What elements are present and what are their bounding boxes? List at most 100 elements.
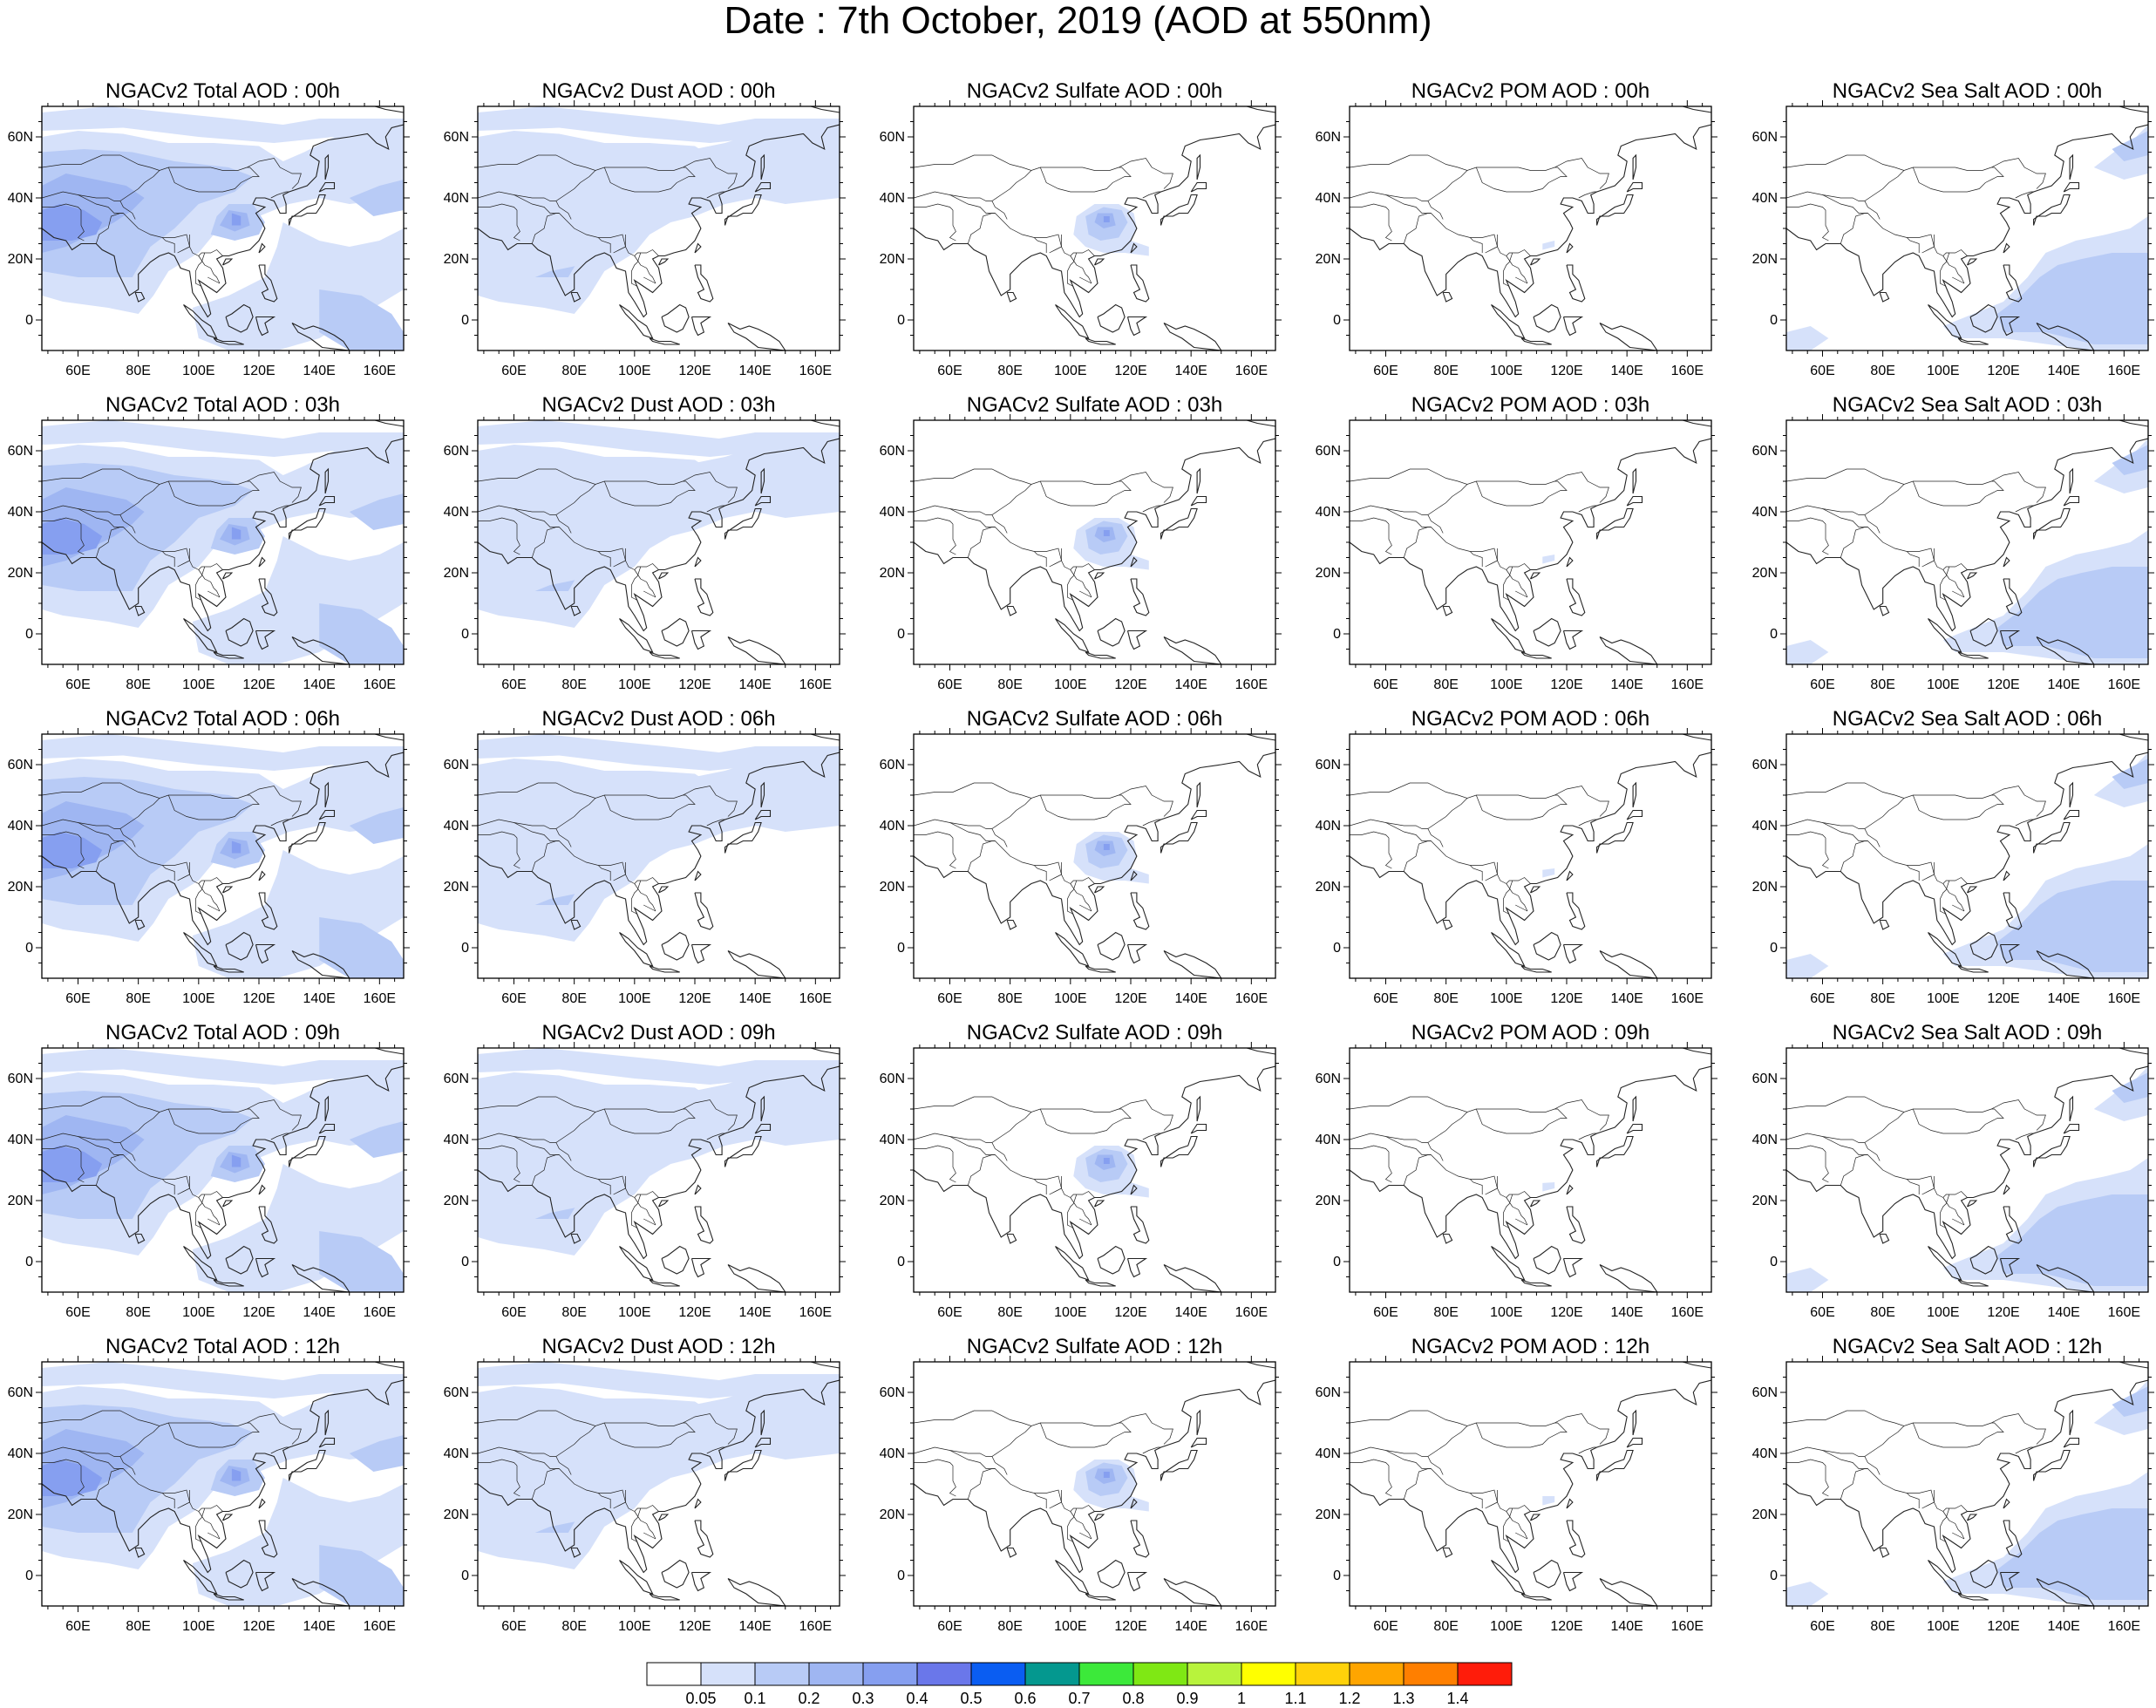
colorbar-swatch <box>1295 1662 1350 1686</box>
coastline <box>1055 932 1090 967</box>
lon-tick-label: 100E <box>618 1619 650 1634</box>
coastline <box>1126 943 1148 964</box>
country-border <box>1350 1133 1531 1198</box>
coastline <box>1596 821 1634 854</box>
coastline <box>1928 932 1962 967</box>
country-border <box>1503 880 1513 915</box>
country-border <box>198 569 221 598</box>
coastline <box>914 1065 1275 1260</box>
coastline <box>1999 943 2021 964</box>
country-border <box>603 1108 696 1134</box>
coastline <box>1596 194 1634 226</box>
lat-tick-label: 20N <box>8 1507 33 1522</box>
panel-title: NGACv2 Total AOD : 09h <box>105 1021 340 1045</box>
country-border <box>634 569 656 598</box>
country-border <box>967 1154 996 1186</box>
country-border <box>1350 1096 1609 1131</box>
aod-shaded-region <box>349 1121 404 1158</box>
country-border <box>1039 480 1132 507</box>
coastline <box>478 1379 840 1574</box>
coastline <box>658 1514 670 1521</box>
panel-title: NGACv2 Sea Salt AOD : 12h <box>1832 1335 2103 1358</box>
aod-map-total: 60E 80E 100E 120E 140E 160E 60N 40N 20N 0 <box>8 414 410 692</box>
lon-tick-label: 100E <box>182 1305 214 1320</box>
aod-shaded-region <box>478 439 840 597</box>
coastline <box>183 932 218 967</box>
lat-tick-label: 20N <box>8 566 33 581</box>
lon-tick-label: 60E <box>1810 1619 1834 1634</box>
country-border <box>1070 883 1092 912</box>
coastline <box>1130 1184 1138 1195</box>
colorbar-label: 1.4 <box>1446 1690 1469 1707</box>
coastline <box>1599 950 1658 978</box>
aod-shaded-region <box>1786 1582 1829 1606</box>
coastline <box>2033 1449 2071 1481</box>
lat-tick-label: 20N <box>880 566 905 581</box>
colorbar-label: 0.8 <box>1122 1690 1145 1707</box>
coastline <box>1969 1245 1998 1275</box>
coastline <box>2036 1264 2095 1292</box>
country-border <box>603 794 696 820</box>
country-border <box>555 798 596 847</box>
aod-shaded-region <box>231 527 241 540</box>
country-border <box>914 1446 1095 1512</box>
country-border <box>555 484 596 534</box>
lon-tick-label: 60E <box>1373 677 1398 692</box>
country-border <box>1350 1410 1609 1445</box>
coastline <box>291 636 350 664</box>
coastline <box>649 1279 680 1287</box>
coastline <box>724 821 762 854</box>
country-border <box>1921 1490 1935 1509</box>
country-border <box>1942 569 1965 598</box>
coastline <box>291 1264 350 1292</box>
coastline <box>1533 931 1561 961</box>
aod-map-sulfate: 60E 80E 100E 120E 140E 160E 60N 40N 20N 0 <box>880 100 1282 378</box>
country-border <box>167 167 260 193</box>
country-border <box>95 1468 124 1500</box>
coastline <box>1126 629 1148 650</box>
country-border <box>162 551 175 567</box>
lon-tick-label: 80E <box>561 1619 586 1634</box>
country-border <box>1350 468 1609 503</box>
coastline <box>318 1123 336 1134</box>
lat-tick-label: 0 <box>897 1255 905 1269</box>
country-border <box>1952 276 1965 284</box>
coastline <box>2003 1206 2023 1244</box>
country-border <box>1470 551 1483 567</box>
panel-title: NGACv2 Sulfate AOD : 09h <box>966 1021 1223 1045</box>
country-border <box>1822 1450 1865 1457</box>
country-border <box>478 505 659 570</box>
coastline <box>1566 242 1574 254</box>
country-border <box>1786 505 1968 570</box>
coastline <box>2036 636 2095 664</box>
lon-tick-label: 80E <box>561 1305 586 1320</box>
country-border <box>95 840 124 872</box>
lon-tick-label: 100E <box>1927 677 1959 692</box>
lon-tick-label: 120E <box>242 364 275 378</box>
lon-tick-label: 140E <box>1610 677 1643 692</box>
aod-shaded-region <box>1542 241 1555 250</box>
coastline <box>1130 892 1150 930</box>
coastline <box>225 303 254 333</box>
coastline <box>2069 1095 2074 1122</box>
country-border <box>1403 840 1432 872</box>
lat-tick-label: 0 <box>1770 627 1778 642</box>
country-border <box>914 154 1173 189</box>
panel-title: NGACv2 POM AOD : 03h <box>1411 393 1650 417</box>
aod-shaded-region <box>1542 1182 1555 1192</box>
aod-shaded-region <box>478 752 840 911</box>
aod-shaded-region <box>1997 253 2148 344</box>
lon-tick-label: 160E <box>2108 364 2140 378</box>
country-border <box>1821 1152 1829 1183</box>
map-frame <box>1349 105 1712 351</box>
coastline <box>1006 1547 1017 1558</box>
coastline <box>1097 1245 1126 1275</box>
coastline <box>225 617 254 647</box>
country-border <box>478 1459 518 1466</box>
aod-map-seasalt: 60E 80E 100E 120E 140E 160E 60N 40N 20N 0 <box>1752 1042 2154 1320</box>
lon-tick-label: 80E <box>1870 677 1894 692</box>
coastline <box>1566 556 1574 568</box>
country-border <box>77 1152 85 1183</box>
lon-tick-label: 120E <box>1114 677 1146 692</box>
country-border <box>162 1179 175 1194</box>
